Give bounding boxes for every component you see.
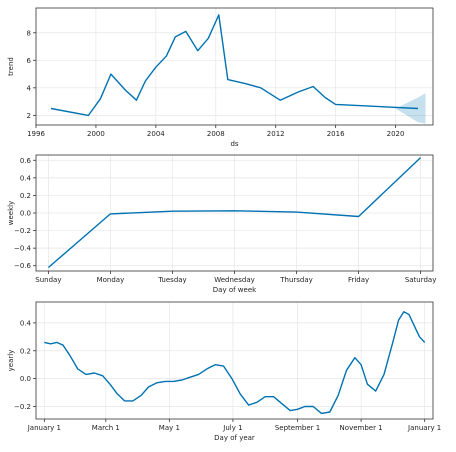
x-axis-ticks: January 1 March 1 May 1 July 1 September 1 No…	[27, 419, 441, 432]
x-tick-label: March 1	[92, 424, 120, 432]
x-tick-label: 2020	[387, 130, 405, 138]
x-tick-label: 2000	[87, 130, 105, 138]
axes-frame	[35, 301, 434, 420]
x-tick-label: May 1	[159, 424, 180, 432]
x-tick-label: 2016	[327, 130, 345, 138]
series-line	[47, 157, 422, 269]
y-tick-label: −0.2	[14, 403, 31, 411]
y-tick-label: 2	[27, 112, 31, 120]
x-axis-label: ds	[230, 140, 238, 148]
x-tick-label: Monday	[97, 276, 125, 284]
yearly-panel: January 1 March 1 May 1 July 1 September 1 No…	[7, 301, 441, 442]
y-tick-label: 0.6	[20, 157, 32, 165]
x-tick-label: 2008	[207, 130, 225, 138]
y-tick-label: −0.6	[14, 262, 32, 270]
grid-lines	[36, 155, 433, 271]
x-tick-label: Tuesday	[157, 276, 186, 284]
x-tick-label: November 1	[340, 424, 383, 432]
trend-panel: 1996 2000 2004 2008 2012 2016 2020 2 4 6 8 ds trend	[7, 7, 434, 148]
y-tick-label: −0.2	[14, 227, 31, 235]
x-axis-ticks: 1996 2000 2004 2008 2012 2016 2020	[27, 125, 404, 138]
x-tick-label: July 1	[222, 424, 242, 432]
weekly-panel: Sunday Monday Tuesday Wednesday Thursday Frid…	[7, 154, 436, 294]
y-axis-label: yearly	[7, 350, 15, 372]
x-tick-label: 2012	[267, 130, 285, 138]
y-axis-label: trend	[7, 57, 15, 76]
x-axis-label: Day of year	[214, 434, 255, 442]
y-tick-label: 8	[27, 29, 31, 37]
y-axis-ticks: 2 4 6 8	[27, 29, 36, 120]
axes-frame	[35, 7, 434, 126]
y-axis-label: weekly	[7, 201, 15, 225]
x-tick-label: September 1	[275, 424, 320, 432]
x-tick-label: Saturday	[405, 276, 437, 284]
x-tick-label: Wednesday	[214, 276, 255, 284]
x-axis-ticks: Sunday Monday Tuesday Wednesday Thursday Frid…	[35, 271, 436, 284]
x-tick-label: January 1	[27, 424, 61, 432]
grid-lines	[36, 302, 433, 419]
y-tick-label: 4	[27, 84, 32, 92]
series-line	[50, 14, 419, 117]
x-tick-label: 1996	[27, 130, 45, 138]
x-tick-label: Friday	[348, 276, 369, 284]
x-tick-label: 2004	[147, 130, 165, 138]
y-tick-label: −0.4	[14, 245, 32, 253]
y-tick-label: 0.4	[20, 319, 32, 327]
y-tick-label: 0.0	[20, 210, 31, 218]
y-tick-label: 6	[27, 57, 32, 65]
y-axis-ticks: −0.6 −0.4 −0.2 0.0 0.2 0.4 0.6	[14, 157, 36, 270]
series-line	[44, 311, 426, 415]
x-axis-label: Day of week	[213, 286, 257, 294]
x-tick-label: January 1	[407, 424, 441, 432]
y-tick-label: 0.2	[20, 347, 31, 355]
x-tick-label: Thursday	[279, 276, 313, 284]
y-tick-label: 0.2	[20, 192, 31, 200]
grid-lines	[35, 8, 433, 125]
y-tick-label: 0.4	[20, 174, 32, 182]
x-tick-label: Sunday	[35, 276, 61, 284]
y-axis-ticks: −0.2 0.0 0.2 0.4	[14, 319, 36, 411]
y-tick-label: 0.0	[20, 375, 31, 383]
